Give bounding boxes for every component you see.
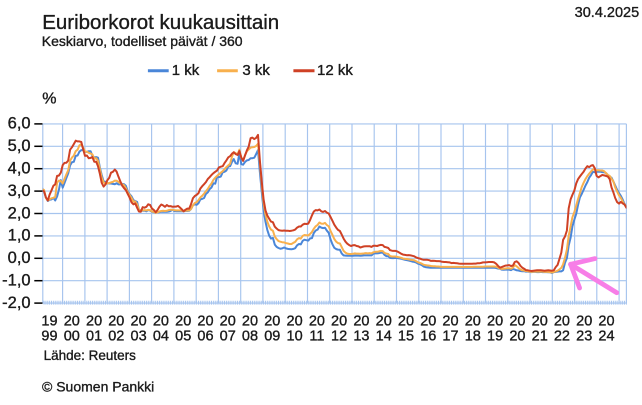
svg-text:20: 20 xyxy=(509,314,525,330)
svg-text:20: 20 xyxy=(420,314,436,330)
svg-text:Euriborkorot kuukausittain: Euriborkorot kuukausittain xyxy=(42,11,279,34)
svg-text:03: 03 xyxy=(131,329,147,345)
svg-text:6,0: 6,0 xyxy=(8,115,31,133)
svg-text:30.4.2025: 30.4.2025 xyxy=(575,5,640,21)
svg-text:Keskiarvo, todelliset päivät /: Keskiarvo, todelliset päivät / 360 xyxy=(42,33,243,49)
svg-text:06: 06 xyxy=(197,329,213,345)
svg-text:23: 23 xyxy=(576,329,592,345)
svg-text:20: 20 xyxy=(509,329,525,345)
svg-text:20: 20 xyxy=(108,314,124,330)
svg-text:15: 15 xyxy=(398,329,414,345)
svg-text:0,0: 0,0 xyxy=(8,249,31,267)
svg-text:20: 20 xyxy=(331,314,347,330)
svg-text:10: 10 xyxy=(287,329,303,345)
svg-text:13: 13 xyxy=(353,329,369,345)
svg-text:5,0: 5,0 xyxy=(8,137,31,155)
svg-text:19: 19 xyxy=(41,314,57,330)
svg-text:14: 14 xyxy=(376,329,392,345)
svg-text:20: 20 xyxy=(465,314,481,330)
svg-text:20: 20 xyxy=(353,314,369,330)
svg-text:Lähde: Reuters: Lähde: Reuters xyxy=(44,348,137,363)
svg-text:1 kk: 1 kk xyxy=(172,62,200,79)
svg-text:20: 20 xyxy=(398,314,414,330)
svg-text:07: 07 xyxy=(220,329,236,345)
svg-text:20: 20 xyxy=(598,314,614,330)
svg-text:20: 20 xyxy=(175,314,191,330)
svg-text:3 kk: 3 kk xyxy=(242,62,270,79)
svg-text:01: 01 xyxy=(86,329,102,345)
svg-text:20: 20 xyxy=(554,314,570,330)
svg-text:20: 20 xyxy=(242,314,258,330)
svg-text:20: 20 xyxy=(287,314,303,330)
svg-text:22: 22 xyxy=(554,329,570,345)
svg-text:20: 20 xyxy=(197,314,213,330)
svg-text:20: 20 xyxy=(264,314,280,330)
svg-text:20: 20 xyxy=(487,314,503,330)
svg-text:-2,0: -2,0 xyxy=(2,294,30,312)
svg-text:4,0: 4,0 xyxy=(8,160,31,178)
svg-text:16: 16 xyxy=(420,329,436,345)
svg-text:20: 20 xyxy=(376,314,392,330)
svg-text:20: 20 xyxy=(309,314,325,330)
svg-text:20: 20 xyxy=(532,314,548,330)
svg-text:20: 20 xyxy=(64,314,80,330)
svg-text:99: 99 xyxy=(41,329,57,345)
svg-text:20: 20 xyxy=(220,314,236,330)
svg-text:21: 21 xyxy=(532,329,548,345)
svg-text:24: 24 xyxy=(598,329,614,345)
svg-text:20: 20 xyxy=(86,314,102,330)
svg-text:12: 12 xyxy=(331,329,347,345)
svg-text:19: 19 xyxy=(487,329,503,345)
svg-text:20: 20 xyxy=(131,314,147,330)
svg-text:20: 20 xyxy=(442,314,458,330)
svg-text:2,0: 2,0 xyxy=(8,204,31,222)
svg-text:09: 09 xyxy=(264,329,280,345)
svg-text:-1,0: -1,0 xyxy=(2,272,30,290)
svg-text:© Suomen Pankki: © Suomen Pankki xyxy=(42,379,154,395)
svg-text:05: 05 xyxy=(175,329,191,345)
svg-text:20: 20 xyxy=(576,314,592,330)
svg-text:18: 18 xyxy=(465,329,481,345)
svg-text:02: 02 xyxy=(108,329,124,345)
svg-text:20: 20 xyxy=(153,314,169,330)
svg-text:17: 17 xyxy=(442,329,458,345)
svg-text:11: 11 xyxy=(309,329,324,345)
svg-text:04: 04 xyxy=(153,329,169,345)
svg-text:%: % xyxy=(42,91,56,108)
svg-text:1,0: 1,0 xyxy=(8,227,31,245)
svg-text:08: 08 xyxy=(242,329,258,345)
svg-text:00: 00 xyxy=(64,329,80,345)
svg-text:3,0: 3,0 xyxy=(8,182,31,200)
svg-text:12 kk: 12 kk xyxy=(317,62,353,79)
